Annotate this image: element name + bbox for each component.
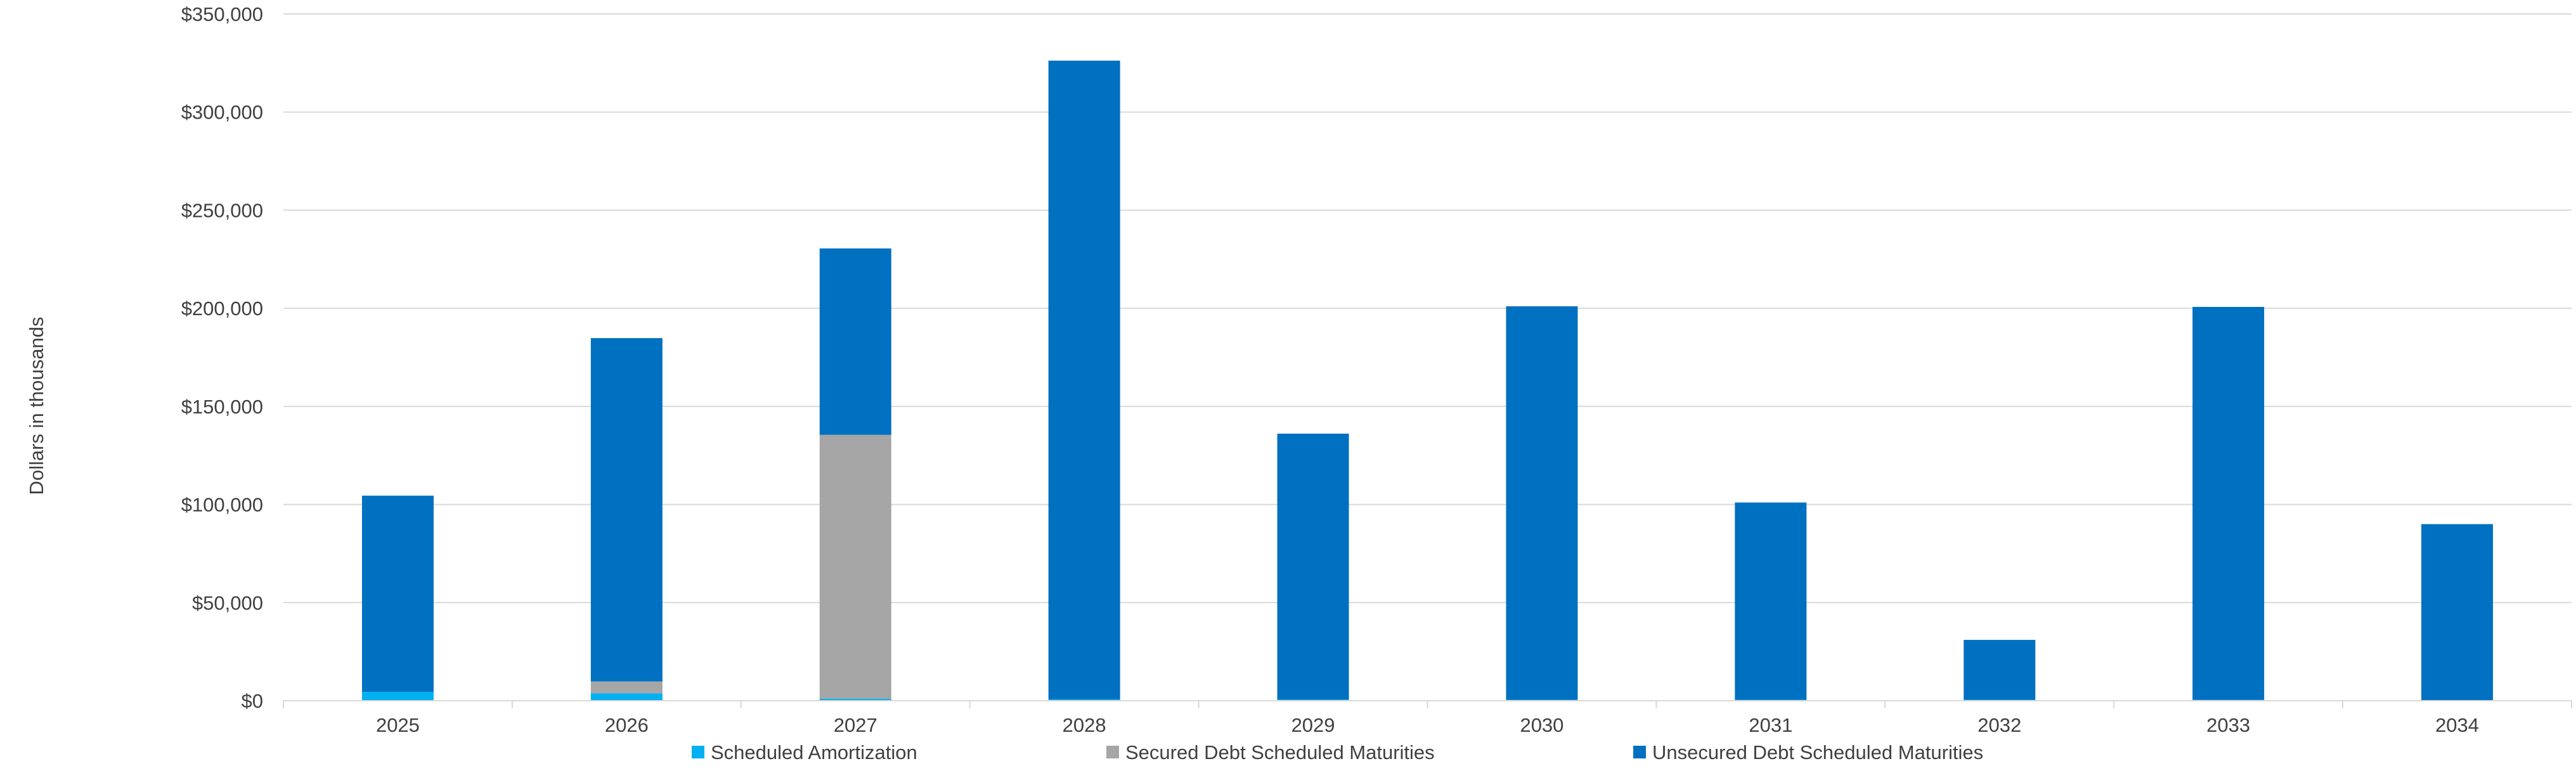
bar-unsecured-debt-scheduled-maturities-2033 xyxy=(2192,307,2264,700)
x-tick-label: 2026 xyxy=(605,714,649,736)
x-tick-label: 2028 xyxy=(1063,714,1106,736)
x-tick-label: 2030 xyxy=(1520,714,1563,736)
x-tick-label: 2029 xyxy=(1291,714,1335,736)
y-tick-label: $50,000 xyxy=(192,592,263,614)
y-tick-label: $0 xyxy=(242,690,263,712)
bar-unsecured-debt-scheduled-maturities-2028 xyxy=(1049,61,1120,699)
legend-swatch xyxy=(1633,746,1646,758)
y-tick-label: $200,000 xyxy=(181,297,263,320)
x-axis-ticks: 2025 2026 2027 2028 2029 2030 2031 2032 2033 2034 xyxy=(376,714,2479,736)
bar-unsecured-debt-scheduled-maturities-2027 xyxy=(820,249,891,435)
x-tick-label: 2032 xyxy=(1977,714,2021,736)
x-tick-label: 2027 xyxy=(834,714,877,736)
legend-label: Unsecured Debt Scheduled Maturities xyxy=(1652,741,1983,763)
bar-unsecured-debt-scheduled-maturities-2025 xyxy=(362,496,434,692)
bar-unsecured-debt-scheduled-maturities-2026 xyxy=(591,338,663,682)
legend-swatch xyxy=(1106,746,1119,758)
bar-secured-debt-scheduled-maturities-2026 xyxy=(591,682,663,694)
x-tick-label: 2025 xyxy=(376,714,420,736)
legend-label: Secured Debt Scheduled Maturities xyxy=(1125,741,1435,763)
y-tick-label: $150,000 xyxy=(181,396,263,418)
bar-unsecured-debt-scheduled-maturities-2032 xyxy=(1964,640,2035,699)
bar-unsecured-debt-scheduled-maturities-2030 xyxy=(1506,306,1577,699)
bar-scheduled-amortization-2025 xyxy=(362,692,434,701)
x-tick-label: 2033 xyxy=(2206,714,2250,736)
bars xyxy=(362,61,2493,701)
y-tick-label: $350,000 xyxy=(181,3,263,25)
x-tick-label: 2034 xyxy=(2435,714,2479,736)
legend-label: Scheduled Amortization xyxy=(711,741,917,763)
x-tick-label: 2031 xyxy=(1749,714,1792,736)
bar-unsecured-debt-scheduled-maturities-2029 xyxy=(1278,434,1349,699)
y-tick-label: $250,000 xyxy=(181,199,263,221)
y-tick-label: $300,000 xyxy=(181,101,263,124)
bar-unsecured-debt-scheduled-maturities-2034 xyxy=(2421,524,2493,701)
y-axis-ticks: $0 $50,000 $100,000 $150,000 $200,000 $250,00… xyxy=(181,3,263,712)
y-axis-label: Dollars in thousands xyxy=(25,317,48,495)
x-axis xyxy=(283,701,2572,708)
bar-scheduled-amortization-2026 xyxy=(591,693,663,701)
y-tick-label: $100,000 xyxy=(181,494,263,516)
legend: Scheduled Amortization Secured Debt Sched… xyxy=(692,741,1983,763)
bar-unsecured-debt-scheduled-maturities-2031 xyxy=(1735,502,1806,699)
legend-swatch xyxy=(692,746,704,758)
bar-secured-debt-scheduled-maturities-2027 xyxy=(820,435,891,699)
